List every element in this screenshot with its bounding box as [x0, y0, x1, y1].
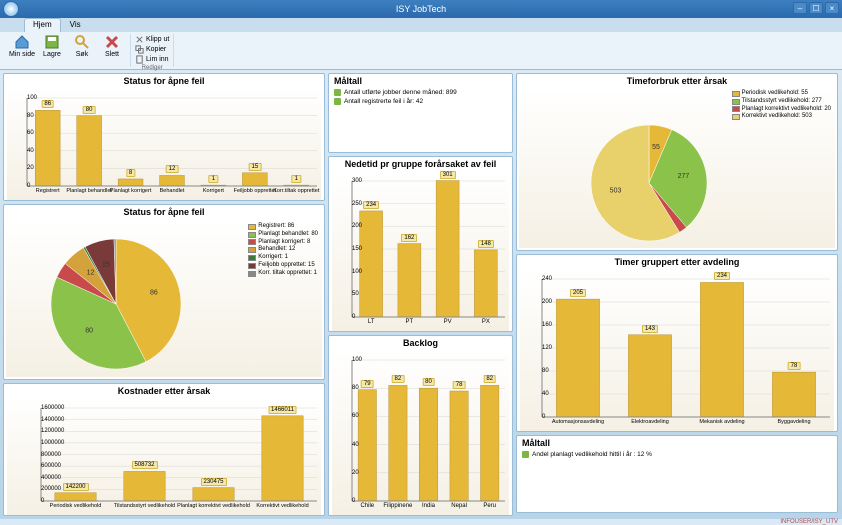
app-orb[interactable]: [3, 1, 19, 17]
close-button[interactable]: ×: [825, 2, 839, 14]
tab-hjem[interactable]: Hjem: [24, 18, 61, 32]
panel-backlog: Backlog 02040608010079Chile82Filippinene…: [328, 335, 513, 516]
panel-title: Måltall: [331, 76, 510, 86]
panel-title: Nedetid pr gruppe forårsaket av feil: [331, 159, 510, 169]
search-icon: [74, 34, 90, 50]
svg-text:55: 55: [652, 144, 660, 151]
svg-text:80: 80: [85, 327, 93, 334]
bullet-icon: [334, 98, 341, 105]
sok-button[interactable]: Søk: [68, 34, 96, 64]
panel-title: Kostnader etter årsak: [6, 386, 322, 396]
metric-list: Antall utførte jobber denne måned: 899An…: [331, 88, 510, 106]
paste-icon: [135, 55, 144, 64]
metric-row: Andel planlagt vedlikehold hittil i år :…: [519, 450, 835, 459]
svg-text:503: 503: [610, 188, 622, 195]
slett-button[interactable]: Slett: [98, 34, 126, 64]
kopier-button[interactable]: Kopier: [135, 45, 169, 54]
minimize-button[interactable]: –: [793, 2, 807, 14]
panel-title: Status for åpne feil: [6, 76, 322, 86]
panel-title: Status for åpne feil: [6, 207, 322, 217]
copy-icon: [135, 45, 144, 54]
delete-icon: [104, 34, 120, 50]
chart-timeforbruk: 55 277 503 Periodisk vedlikehold: 55Tilstan…: [519, 88, 835, 248]
panel-kostnader: Kostnader etter årsak 020000040000060000…: [3, 383, 325, 516]
chart-legend: Registrert: 86Planlagt behandlet: 80Plan…: [248, 223, 318, 278]
chart-legend: Periodisk vedlikehold: 55Tilstandsstyrt …: [732, 90, 831, 121]
home-icon: [14, 34, 30, 50]
statusbar: INFOUSER/ISY_UTV: [0, 519, 842, 525]
panel-maltall-1: Måltall Antall utførte jobber denne måne…: [328, 73, 513, 153]
metric-row: Antall utførte jobber denne måned: 899: [331, 88, 510, 97]
cut-icon: [135, 35, 144, 44]
chart-nedetid: 050100150200250300234LT162PT301PV148PX: [332, 171, 509, 331]
panel-maltall-2: Måltall Andel planlagt vedlikehold hitti…: [516, 435, 838, 513]
panel-timeforbruk: Timeforbruk etter årsak 55 277 503 Periodis…: [516, 73, 838, 251]
chart-status-bars: 02040608010086Registrert80Planlagt behan…: [7, 88, 321, 200]
tab-vis[interactable]: Vis: [61, 18, 90, 32]
metric-row: Antall registrerte feil i år: 42: [331, 97, 510, 106]
panel-title: Timeforbruk etter årsak: [519, 76, 835, 86]
bullet-icon: [334, 89, 341, 96]
min-side-button[interactable]: Min side: [8, 34, 36, 64]
panel-timer-avdeling: Timer gruppert etter avdeling 0408012016…: [516, 254, 838, 432]
lagre-button[interactable]: Lagre: [38, 34, 66, 64]
bullet-icon: [522, 451, 529, 458]
ribbon-tabs: Hjem Vis: [0, 18, 842, 32]
save-icon: [44, 34, 60, 50]
app-title: ISY JobTech: [396, 4, 446, 14]
workspace: Status for åpne feil 02040608010086Regis…: [0, 70, 842, 519]
chart-kostnader: 0200000400000600000800000100000012000001…: [7, 398, 321, 515]
liminn-button[interactable]: Lim inn: [135, 55, 169, 64]
svg-text:12: 12: [87, 269, 95, 276]
svg-text:86: 86: [150, 290, 158, 297]
svg-text:277: 277: [678, 173, 690, 180]
maximize-button[interactable]: ☐: [809, 2, 823, 14]
panel-nedetid: Nedetid pr gruppe forårsaket av feil 050…: [328, 156, 513, 332]
panel-title: Backlog: [331, 338, 510, 348]
panel-status-pie: Status for åpne feil 86 80 12 15 Registrert:…: [3, 204, 325, 380]
panel-title: Måltall: [519, 438, 835, 448]
panel-status-bars: Status for åpne feil 02040608010086Regis…: [3, 73, 325, 201]
klipput-button[interactable]: Klipp ut: [135, 35, 169, 44]
titlebar: ISY JobTech – ☐ ×: [0, 0, 842, 18]
panel-title: Timer gruppert etter avdeling: [519, 257, 835, 267]
chart-status-pie: 86 80 12 15 Registrert: 86Planlagt behandlet…: [6, 219, 322, 377]
svg-text:15: 15: [102, 261, 110, 268]
ribbon-group-label: Rediger: [135, 65, 169, 71]
metric-list: Andel planlagt vedlikehold hittil i år :…: [519, 450, 835, 459]
chart-backlog: 02040608010079Chile82Filippinene80India7…: [332, 350, 509, 515]
chart-timer-avdeling: 04080120160200240205Automasjonsavdeling1…: [520, 269, 834, 431]
ribbon: Min side Lagre Søk Slett Klipp ut Kopier…: [0, 32, 842, 70]
